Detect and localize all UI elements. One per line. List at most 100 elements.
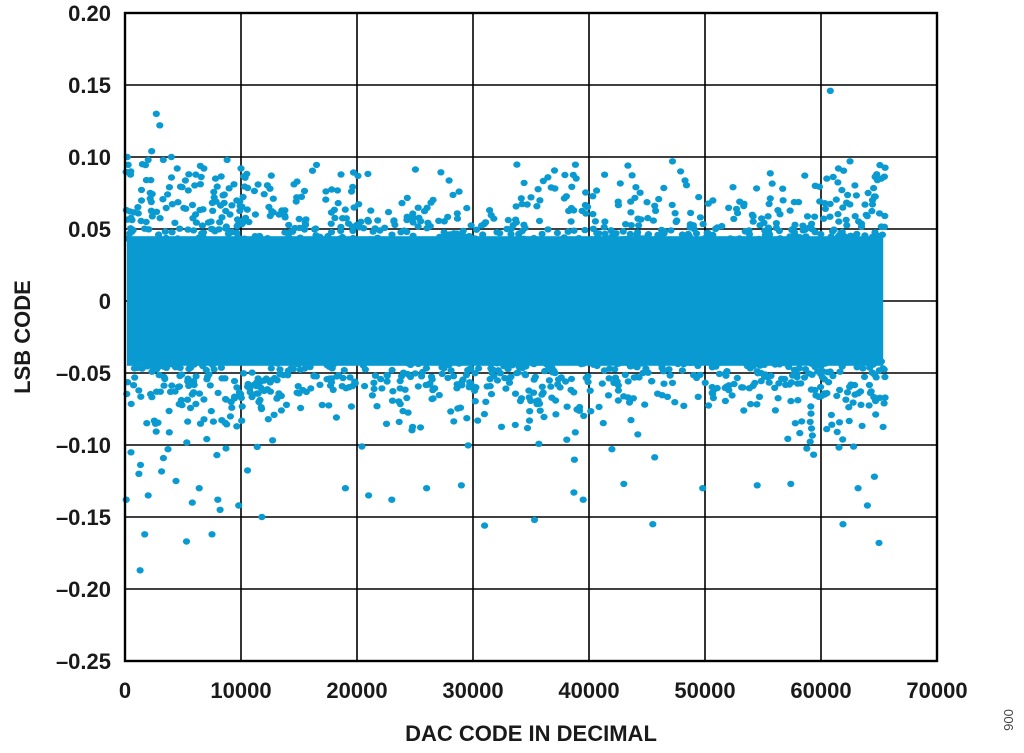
data-point (850, 355, 859, 363)
data-point (845, 404, 853, 411)
data-point (463, 240, 471, 248)
data-point (414, 204, 422, 211)
data-point (156, 388, 164, 395)
data-point (373, 403, 381, 410)
data-point (472, 236, 480, 243)
data-point (226, 229, 234, 237)
data-point (364, 218, 372, 225)
data-point (624, 394, 632, 401)
data-point (438, 364, 446, 371)
data-point (347, 403, 355, 410)
data-point (264, 416, 272, 423)
data-point (880, 400, 888, 407)
data-point (319, 352, 328, 360)
data-point (596, 354, 605, 362)
data-point (552, 242, 560, 249)
data-point (403, 228, 411, 235)
data-point (806, 438, 814, 445)
data-point (251, 211, 259, 218)
data-point (766, 231, 774, 238)
data-point (851, 182, 859, 189)
data-point (130, 354, 138, 362)
data-point (845, 417, 853, 425)
data-point (724, 240, 732, 247)
outlier-point (481, 522, 489, 529)
data-point (277, 357, 285, 364)
data-point (465, 384, 473, 391)
data-point (435, 391, 443, 399)
data-point (364, 357, 372, 365)
outlier-point (237, 165, 245, 172)
x-tick-label: 10000 (210, 678, 271, 703)
data-point (581, 226, 589, 234)
data-point (628, 172, 636, 179)
data-point (359, 362, 367, 369)
data-point (306, 363, 314, 371)
data-point (202, 241, 210, 248)
data-point (228, 404, 236, 411)
data-point (386, 239, 394, 246)
data-point (178, 401, 186, 409)
data-point (666, 372, 674, 379)
data-point (537, 243, 545, 250)
data-point (294, 383, 302, 390)
data-point (796, 242, 804, 249)
data-point (269, 437, 277, 444)
data-point (632, 184, 640, 191)
data-point (459, 227, 467, 235)
outlier-point (870, 473, 879, 480)
data-point (423, 225, 431, 232)
data-point (757, 353, 765, 361)
data-point (127, 449, 135, 456)
data-point (803, 213, 812, 220)
data-point (403, 194, 411, 202)
data-point (153, 208, 161, 215)
data-point (446, 242, 455, 249)
data-point (634, 229, 642, 236)
data-point (397, 373, 406, 380)
data-point (533, 203, 541, 210)
data-point (785, 354, 794, 361)
data-point (185, 365, 193, 373)
data-point (209, 207, 217, 214)
data-point (438, 370, 446, 378)
outlier-point (839, 521, 847, 528)
data-point (329, 386, 337, 393)
outlier-point (341, 485, 349, 492)
outlier-point (668, 158, 677, 165)
data-point (260, 387, 268, 395)
data-point (568, 183, 576, 190)
data-point (487, 390, 496, 398)
data-point (328, 375, 336, 382)
data-point (692, 230, 701, 237)
data-point (266, 388, 275, 395)
data-point (708, 239, 716, 247)
data-point (331, 214, 339, 222)
data-point (638, 360, 646, 367)
data-point (739, 384, 747, 391)
data-point (768, 180, 776, 187)
data-point (879, 423, 887, 431)
data-point (267, 236, 275, 244)
data-point (490, 237, 498, 245)
data-point (535, 237, 543, 244)
data-point (168, 229, 176, 236)
data-point (349, 169, 358, 176)
data-point (647, 240, 655, 247)
data-point (861, 232, 869, 239)
data-point (505, 379, 514, 386)
data-point (270, 411, 278, 418)
data-point (839, 204, 847, 211)
data-point (124, 161, 132, 168)
data-point (705, 402, 713, 409)
data-point (619, 354, 627, 362)
data-point (772, 220, 781, 227)
data-point (462, 371, 471, 379)
data-point (563, 436, 571, 443)
data-point (465, 233, 474, 240)
data-point (254, 181, 262, 188)
data-point (243, 467, 252, 474)
data-point (164, 446, 172, 453)
data-point (285, 221, 293, 229)
data-point (168, 201, 176, 208)
